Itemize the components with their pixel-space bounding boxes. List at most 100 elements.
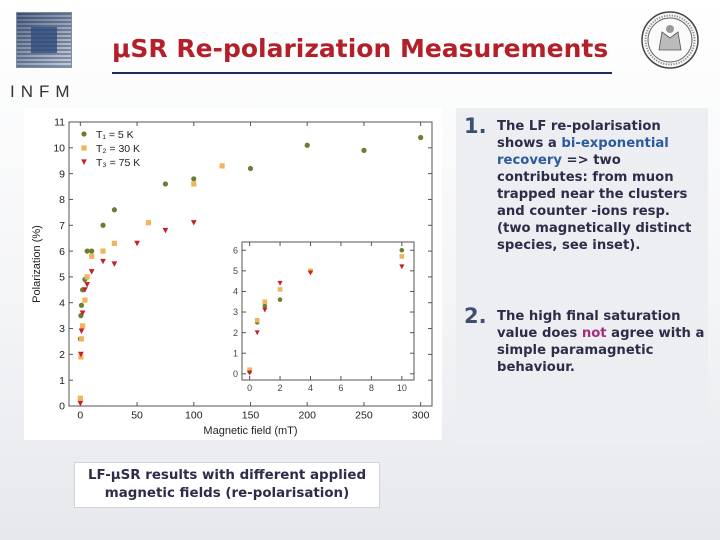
main-point-3 (162, 227, 169, 234)
main-point-1 (418, 134, 424, 141)
main-point-2 (84, 274, 90, 280)
inset-point-2 (262, 299, 268, 305)
point-1-number: 1. (464, 114, 487, 138)
inset-point-2 (277, 287, 283, 292)
main-point-1 (162, 181, 169, 187)
text-panel: 1. The LF re-polarisation shows a bi-exp… (456, 108, 708, 444)
main-y-tick-label: 2 (59, 349, 65, 361)
main-x-tick-label: 300 (412, 410, 430, 422)
main-point-2 (80, 323, 86, 329)
university-seal-icon (641, 11, 699, 69)
inset-point-2 (247, 367, 252, 373)
inset-plot-frame (241, 241, 415, 381)
main-point-2 (191, 181, 197, 187)
main-point-2 (111, 240, 117, 246)
main-point-1 (89, 248, 95, 254)
main-point-3 (111, 261, 118, 267)
point-2-text: The high final saturation value does not… (497, 308, 707, 376)
chart-panel: 0 50 100 150 200 250 300 0 1 2 3 4 5 6 7 8 9 10 11 Magnetic… (24, 108, 442, 440)
main-y-tick-label: 1 (59, 375, 65, 387)
slide-title: μSR Re-polarization Measurements (112, 34, 609, 63)
main-point-2 (78, 336, 85, 342)
main-x-tick-label: 200 (298, 410, 316, 422)
main-y-tick-label: 10 (53, 142, 65, 154)
inset-x-tick-label: 4 (308, 383, 313, 393)
inset-point-3 (277, 280, 283, 286)
main-y-tick-label: 7 (59, 220, 65, 232)
main-point-1 (111, 207, 117, 213)
inset-point-3 (254, 330, 260, 336)
main-point-3 (84, 282, 91, 288)
legend-marker-1 (81, 131, 87, 137)
inset-point-2 (399, 254, 405, 259)
main-x-tick-label: 250 (355, 410, 373, 422)
caption-line-1: LF-μSR results with different applied (87, 468, 367, 483)
caption-line-2: magnetic fields (re-polarisation) (104, 486, 350, 501)
main-point-3 (82, 287, 88, 293)
point-1-highlight: bi-exponential recovery (497, 136, 669, 168)
point-1-text-a: The LF re-polarisation shows a (497, 119, 661, 151)
chart-caption: LF-μSR results with different applied ma… (74, 462, 380, 508)
x-axis-label: Magnetic field (mT) (203, 425, 297, 437)
main-y-tick-label: 9 (59, 168, 65, 180)
main-point-2 (89, 253, 95, 259)
infm-logo: INFM (6, 6, 72, 102)
inset-point-1 (399, 247, 405, 253)
main-point-3 (134, 240, 140, 247)
main-point-3 (79, 310, 86, 316)
polarization-chart: 0 50 100 150 200 250 30001234567891011Magnetic… (31, 117, 433, 437)
inset-y-tick-label: 5 (233, 266, 238, 276)
main-x-tick-label: 100 (185, 410, 203, 422)
point-1-text: The LF re-polarisation shows a bi-expone… (497, 118, 707, 254)
legend-marker-3 (81, 159, 87, 165)
inset-y-tick-label: 1 (233, 348, 238, 358)
main-y-tick-label: 11 (54, 117, 65, 129)
legend-entry-2: T₂ = 30 K (96, 143, 140, 155)
main-y-tick-label: 8 (59, 194, 65, 206)
inset-y-tick-label: 2 (233, 328, 238, 338)
main-point-1 (84, 248, 90, 254)
infm-logo-text: INFM (10, 82, 76, 101)
main-x-tick-label: 150 (242, 410, 260, 422)
inset-point-1 (277, 297, 283, 302)
main-point-1 (191, 176, 197, 182)
legend-entry-3: T₃ = 75 K (96, 157, 140, 169)
inset-y-tick-label: 6 (233, 245, 238, 255)
main-point-2 (100, 248, 106, 254)
main-y-tick-label: 4 (59, 297, 65, 309)
inset-x-tick-label: 10 (397, 383, 407, 393)
point-2-highlight: not (581, 326, 607, 341)
main-y-tick-label: 6 (59, 246, 65, 258)
main-point-3 (78, 351, 84, 358)
main-x-tick-label: 50 (131, 410, 143, 422)
inset-point-2 (254, 317, 260, 323)
inset-point-1 (262, 303, 268, 309)
inset-point-3 (262, 307, 268, 313)
main-y-tick-label: 5 (59, 272, 65, 284)
main-point-1 (247, 165, 254, 172)
inset-y-tick-label: 0 (233, 369, 238, 379)
main-y-tick-label: 3 (59, 323, 65, 335)
point-2-number: 2. (464, 304, 487, 328)
title-underline (112, 72, 612, 74)
main-point-1 (361, 147, 367, 153)
main-point-3 (100, 258, 106, 265)
inset-point-3 (307, 270, 314, 276)
y-axis-label: Polarization (%) (31, 225, 43, 303)
main-point-3 (88, 269, 95, 275)
main-point-3 (77, 400, 84, 407)
main-point-3 (78, 328, 85, 334)
main-y-tick-label: 0 (59, 401, 65, 413)
inset-x-tick-label: 2 (278, 383, 283, 393)
main-point-2 (77, 395, 83, 401)
inset-x-tick-label: 0 (247, 383, 252, 393)
point-1-text-b: => two contributes: from muon trapped ne… (497, 153, 692, 253)
inset-y-tick-label: 3 (233, 307, 238, 317)
main-point-2 (82, 297, 88, 303)
legend-entry-1: T₁ = 5 K (96, 129, 134, 141)
main-point-2 (145, 220, 152, 226)
inset-x-tick-label: 8 (369, 383, 374, 393)
main-point-1 (100, 222, 106, 228)
inset-point-3 (247, 370, 253, 376)
inset-y-tick-label: 4 (233, 287, 238, 297)
